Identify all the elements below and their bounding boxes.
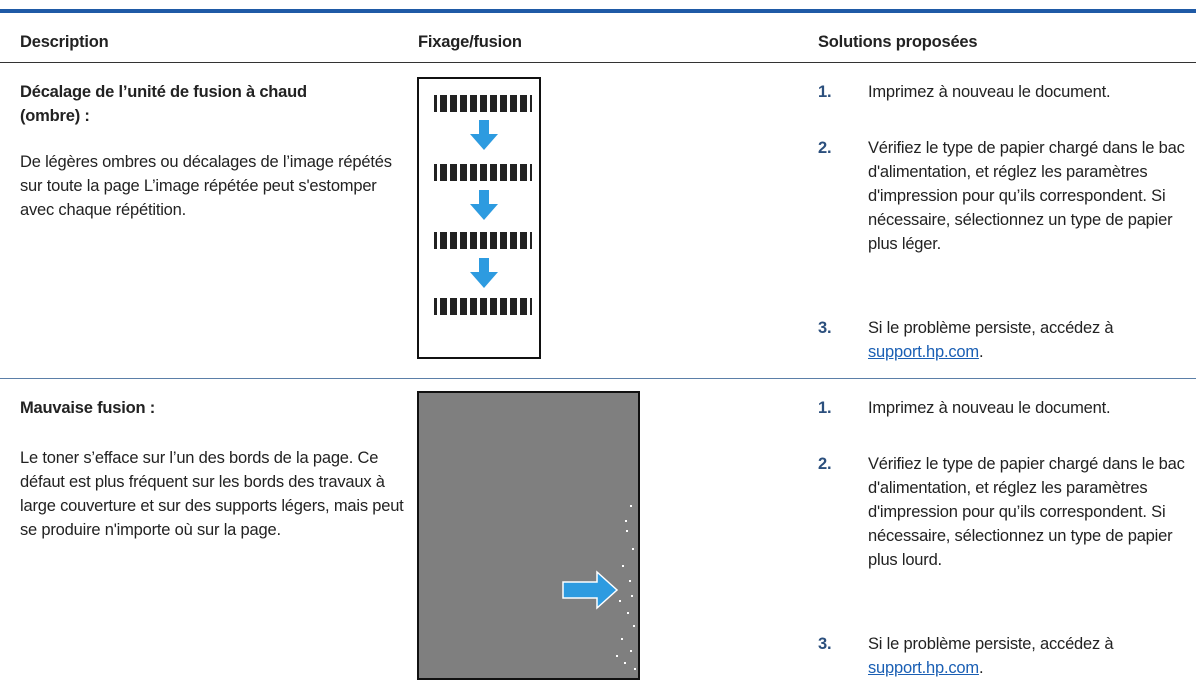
row-title: Décalage de l’unité de fusion à chaud (o… [20, 83, 307, 125]
solution-text-part: Si le problème persiste, accédez à [868, 319, 1114, 337]
support-link[interactable]: support.hp.com [868, 659, 979, 677]
header-solutions: Solutions proposées [818, 33, 978, 51]
solution-item: 1. Imprimez à nouveau le document. [818, 396, 1188, 420]
solution-item: 3. Si le problème persiste, accédez à sup… [818, 632, 1188, 680]
solution-item: 2. Vérifiez le type de papier chargé dans… [818, 136, 1188, 256]
row-rule [0, 378, 1196, 379]
solution-number: 2. [818, 455, 832, 473]
solution-text: Si le problème persiste, accédez à suppo… [868, 316, 1188, 364]
solution-number: 2. [818, 139, 832, 157]
arrow-right [562, 570, 619, 610]
support-link[interactable]: support.hp.com [868, 343, 979, 361]
solution-number: 3. [818, 319, 832, 337]
bars [434, 95, 532, 112]
solution-text: Vérifiez le type de papier chargé dans l… [868, 452, 1188, 572]
row-body: Le toner s’efface sur l’un des bords de … [20, 449, 404, 539]
arrows [470, 120, 498, 288]
bars [434, 232, 532, 249]
row-title: Mauvaise fusion : [20, 399, 156, 417]
solution-end: . [978, 343, 984, 361]
header-description: Description [20, 33, 109, 51]
solution-text-part: Si le problème persiste, accédez à [868, 635, 1114, 653]
header-rule [0, 62, 1196, 63]
solution-text-part: Imprimez à nouveau le document. [868, 83, 1111, 101]
solution-number: 1. [818, 83, 832, 101]
top-rule [0, 9, 1196, 13]
solution-text-part: Vérifiez le type de papier chargé dans l… [868, 455, 1185, 569]
solution-item: 2. Vérifiez le type de papier chargé dans… [818, 452, 1188, 572]
solution-text-part: Vérifiez le type de papier chargé dans l… [868, 139, 1185, 253]
solution-text: Vérifiez le type de papier chargé dans l… [868, 136, 1188, 256]
fusing-image [417, 391, 640, 680]
solution-item: 3. Si le problème persiste, accédez à sup… [818, 316, 1188, 364]
solution-text: Imprimez à nouveau le document. [868, 80, 1188, 104]
speckles [616, 505, 636, 670]
row-body: De légères ombres ou décalages de l’imag… [20, 153, 392, 219]
solution-item: 1. Imprimez à nouveau le document. [818, 80, 1188, 104]
solution-text-part: Imprimez à nouveau le document. [868, 399, 1111, 417]
bars [434, 298, 532, 315]
solution-number: 1. [818, 399, 832, 417]
header-image: Fixage/fusion [418, 33, 522, 51]
solution-text: Si le problème persiste, accédez à suppo… [868, 632, 1188, 680]
solution-end: . [978, 659, 984, 677]
solution-number: 3. [818, 635, 832, 653]
solution-text: Imprimez à nouveau le document. [868, 396, 1188, 420]
bars [434, 164, 532, 181]
